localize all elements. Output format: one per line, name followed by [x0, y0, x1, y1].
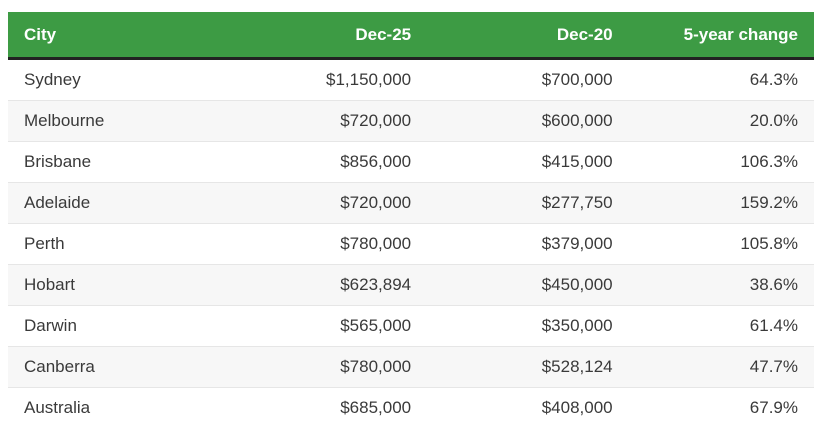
dec-20-cell: $600,000: [427, 100, 629, 142]
city-cell: Brisbane: [8, 141, 210, 183]
dec-20-cell: $277,750: [427, 182, 629, 224]
city-cell: Australia: [8, 387, 210, 428]
change-cell: 106.3%: [628, 141, 814, 183]
change-cell: 38.6%: [628, 264, 814, 306]
table-row-melbourne: Melbourne $720,000 $600,000 20.0%: [8, 100, 814, 142]
table-row-perth: Perth $780,000 $379,000 105.8%: [8, 223, 814, 265]
house-price-table: City Dec-25 Dec-20 5-year change Sydney …: [8, 12, 814, 428]
city-cell: Melbourne: [8, 100, 210, 142]
dec-25-cell: $720,000: [209, 182, 428, 224]
dec-20-cell: $415,000: [427, 141, 629, 183]
city-cell: Hobart: [8, 264, 210, 306]
header-dec-20: Dec-20: [427, 12, 629, 60]
city-cell: Canberra: [8, 346, 210, 388]
change-cell: 159.2%: [628, 182, 814, 224]
change-cell: 105.8%: [628, 223, 814, 265]
change-cell: 47.7%: [628, 346, 814, 388]
table-row-sydney: Sydney $1,150,000 $700,000 64.3%: [8, 58, 814, 101]
table-row-adelaide: Adelaide $720,000 $277,750 159.2%: [8, 182, 814, 224]
header-city: City: [8, 12, 210, 60]
dec-25-cell: $623,894: [209, 264, 428, 306]
city-cell: Darwin: [8, 305, 210, 347]
table-row-canberra: Canberra $780,000 $528,124 47.7%: [8, 346, 814, 388]
dec-25-cell: $720,000: [209, 100, 428, 142]
city-cell: Perth: [8, 223, 210, 265]
dec-25-cell: $1,150,000: [326, 70, 412, 89]
header-5-year-change: 5-year change: [628, 12, 814, 60]
dec-20-cell: $700,000: [541, 70, 613, 89]
table-row-australia: Australia $685,000 $408,000 67.9%: [8, 387, 814, 428]
dec-25-cell: $685,000: [209, 387, 428, 428]
table-row-darwin: Darwin $565,000 $350,000 61.4%: [8, 305, 814, 347]
change-cell: 20.0%: [628, 100, 814, 142]
dec-20-cell: $379,000: [427, 223, 629, 265]
dec-25-cell: $780,000: [209, 223, 428, 265]
dec-20-cell: $408,000: [427, 387, 629, 428]
header-dec-25: Dec-25: [209, 12, 428, 60]
dec-25-cell: $565,000: [209, 305, 428, 347]
city-cell: Sydney: [24, 70, 81, 89]
header-row: City Dec-25 Dec-20 5-year change: [8, 12, 814, 60]
table-row-brisbane: Brisbane $856,000 $415,000 106.3%: [8, 141, 814, 183]
dec-25-cell: $780,000: [209, 346, 428, 388]
dec-20-cell: $528,124: [427, 346, 629, 388]
table-row-hobart: Hobart $623,894 $450,000 38.6%: [8, 264, 814, 306]
change-cell: 61.4%: [628, 305, 814, 347]
dec-20-cell: $350,000: [427, 305, 629, 347]
city-cell: Adelaide: [8, 182, 210, 224]
dec-25-cell: $856,000: [209, 141, 428, 183]
change-cell: 67.9%: [628, 387, 814, 428]
change-cell: 64.3%: [749, 70, 798, 89]
dec-20-cell: $450,000: [427, 264, 629, 306]
